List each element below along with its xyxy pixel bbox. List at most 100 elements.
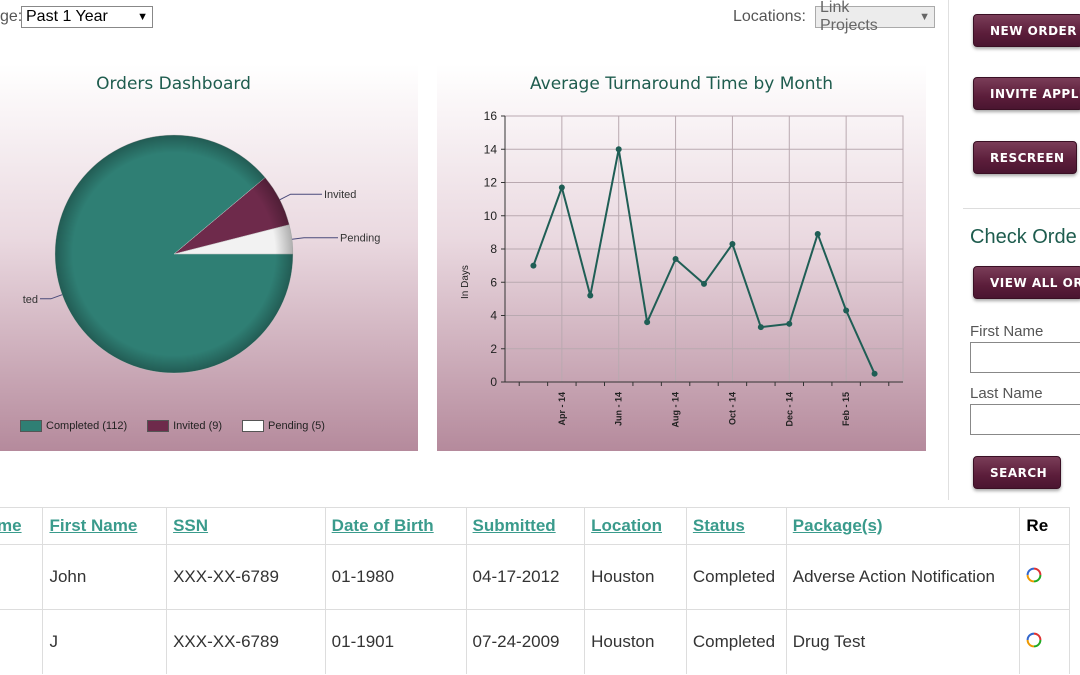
data-point (587, 292, 594, 299)
sidebar-section-divider (963, 208, 1080, 209)
last-name-input[interactable] (970, 404, 1080, 435)
first-name-label: First Name (970, 323, 1044, 340)
y-tick-label: 8 (490, 242, 497, 256)
data-point (701, 280, 707, 287)
col-header-dob[interactable]: Date of Birth (324, 507, 467, 545)
x-tick-label: Dec - 14 (784, 392, 794, 427)
col-header-last-name[interactable]: me (0, 507, 44, 545)
cell-first-name: J (42, 609, 168, 674)
col-header-location[interactable]: Location (584, 507, 687, 545)
data-point (729, 241, 736, 248)
pie-chart: Invited Pending ted (23, 134, 380, 374)
cell-status: Completed (685, 609, 787, 674)
y-tick-label: 6 (490, 275, 497, 289)
y-tick-label: 12 (484, 176, 498, 190)
cell-packages: Drug Test (785, 609, 1021, 674)
pie-shading (55, 135, 293, 373)
cell-status: Completed (685, 544, 787, 610)
y-axis-label: In Days (460, 265, 471, 299)
cell-ssn: XXX-XX-6789 (166, 544, 326, 610)
data-point (558, 184, 565, 191)
date-range-select[interactable]: Past 1 Year ▼ (21, 6, 153, 28)
date-range-value: Past 1 Year (26, 8, 108, 25)
cell-location: Houston (584, 544, 687, 610)
x-tick-label: Apr - 14 (557, 392, 567, 426)
pie-label-invited: Invited (324, 189, 356, 201)
report-status-icon[interactable] (1026, 632, 1042, 648)
legend-label-invited: Invited (9) (173, 420, 223, 432)
turnaround-title: Average Turnaround Time by Month (530, 74, 833, 94)
col-header-submitted[interactable]: Submitted (465, 507, 586, 545)
col-header-packages[interactable]: Package(s) (785, 507, 1021, 545)
pie-legend: Completed (112) Invited (9) Pending (5) (20, 420, 325, 432)
x-tick-label: Aug - 14 (671, 392, 681, 428)
pie-leader-line (279, 193, 322, 201)
y-tick-label: 16 (484, 109, 498, 123)
new-order-button[interactable]: NEW ORDER (973, 14, 1080, 47)
date-range-label: ge: (0, 8, 23, 25)
check-orders-title: Check Orde (970, 226, 1077, 248)
y-tick-label: 4 (490, 309, 497, 323)
data-point (786, 320, 793, 327)
line-chart: 0 2 4 6 8 10 12 14 16 Apr - 14 Jun - 14 Aug - 14 Oc… (460, 109, 904, 428)
data-point (672, 255, 679, 262)
data-point (871, 370, 878, 377)
last-name-label: Last Name (970, 385, 1043, 402)
col-header-first-name[interactable]: First Name (42, 507, 168, 545)
col-header-status[interactable]: Status (685, 507, 787, 545)
cell-submitted: 07-24-2009 (465, 609, 586, 674)
data-point (814, 231, 821, 238)
y-tick-label: 0 (490, 375, 497, 389)
legend-swatch-invited (147, 420, 170, 432)
cell-report[interactable] (1019, 544, 1070, 610)
col-header-report: Re (1019, 507, 1070, 545)
cell-last-name (0, 609, 44, 674)
table-header-row: me First Name SSN Date of Birth Submitte… (0, 507, 1070, 545)
locations-select[interactable]: Link Projects ▼ (815, 0, 935, 34)
cell-dob: 01-1901 (324, 609, 467, 674)
pie-leader-line (292, 237, 338, 240)
legend-swatch-completed (20, 420, 42, 432)
legend-swatch-pending (242, 420, 265, 432)
chevron-down-icon: ▼ (919, 11, 930, 23)
turnaround-panel: Average Turnaround Time by Month 0 2 4 6 8 10… (437, 64, 926, 451)
cell-submitted: 04-17-2012 (465, 544, 586, 610)
cell-ssn: XXX-XX-6789 (166, 609, 326, 674)
y-tick-label: 2 (490, 342, 497, 356)
data-point (843, 307, 850, 314)
orders-dashboard-title: Orders Dashboard (96, 74, 251, 94)
legend-label-pending: Pending (5) (268, 420, 325, 432)
table-row[interactable]: John XXX-XX-6789 01-1980 04-17-2012 Hous… (0, 544, 1070, 610)
sidebar-divider (948, 0, 950, 500)
data-point (615, 146, 622, 153)
pie-label-completed: ted (23, 294, 38, 306)
locations-value: Link Projects (820, 0, 878, 34)
search-button[interactable]: SEARCH (973, 456, 1061, 489)
x-tick-label: Feb - 15 (841, 392, 851, 426)
data-point (530, 262, 537, 269)
cell-location: Houston (584, 609, 687, 674)
orders-dashboard-panel: Orders Dashboard Invited Pending ted Com… (0, 64, 418, 451)
pie-label-pending: Pending (340, 233, 380, 245)
table-row[interactable]: J XXX-XX-6789 01-1901 07-24-2009 Houston… (0, 609, 1070, 674)
orders-table: me First Name SSN Date of Birth Submitte… (0, 507, 1070, 674)
x-tick-label: Oct - 14 (727, 392, 737, 425)
report-status-icon[interactable] (1026, 567, 1042, 583)
y-tick-label: 14 (484, 142, 498, 156)
cell-packages: Adverse Action Notification (785, 544, 1021, 610)
rescreen-button[interactable]: RESCREEN (973, 141, 1077, 174)
y-tick-label: 10 (484, 209, 498, 223)
first-name-input[interactable] (970, 342, 1080, 373)
cell-last-name (0, 544, 44, 610)
data-point (757, 324, 764, 331)
col-header-ssn[interactable]: SSN (166, 507, 326, 545)
data-point (644, 319, 651, 326)
cell-first-name: John (42, 544, 168, 610)
view-all-orders-button[interactable]: VIEW ALL ORD (973, 266, 1080, 299)
invite-applicant-button[interactable]: INVITE APPLIC (973, 77, 1080, 110)
cell-report[interactable] (1019, 609, 1070, 674)
legend-label-completed: Completed (112) (46, 420, 128, 432)
chevron-down-icon: ▼ (137, 11, 148, 23)
locations-label: Locations: (733, 8, 806, 25)
pie-leader-line (40, 294, 63, 300)
